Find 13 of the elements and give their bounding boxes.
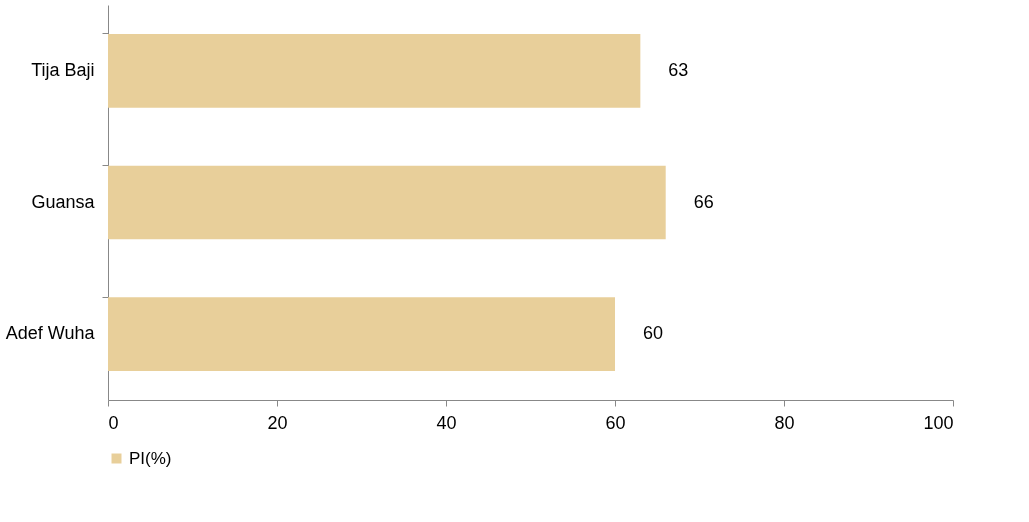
y-tick-label: Adef Wuha: [5, 323, 96, 344]
x-tick-label: 40: [436, 412, 457, 433]
x-tick-label: 0: [108, 412, 119, 433]
data-label: 63: [668, 59, 689, 80]
y-tick-label: Guansa: [31, 191, 96, 212]
data-label: 66: [693, 191, 714, 212]
x-tick-label: 20: [267, 412, 288, 433]
y-tick-label: Tija Baji: [31, 59, 95, 80]
x-tick-label: 100: [923, 412, 954, 433]
data-label: 60: [643, 323, 664, 344]
x-tick-label: 60: [605, 412, 626, 433]
legend-label: PI(%): [129, 448, 172, 468]
x-tick-label: 80: [774, 412, 795, 433]
